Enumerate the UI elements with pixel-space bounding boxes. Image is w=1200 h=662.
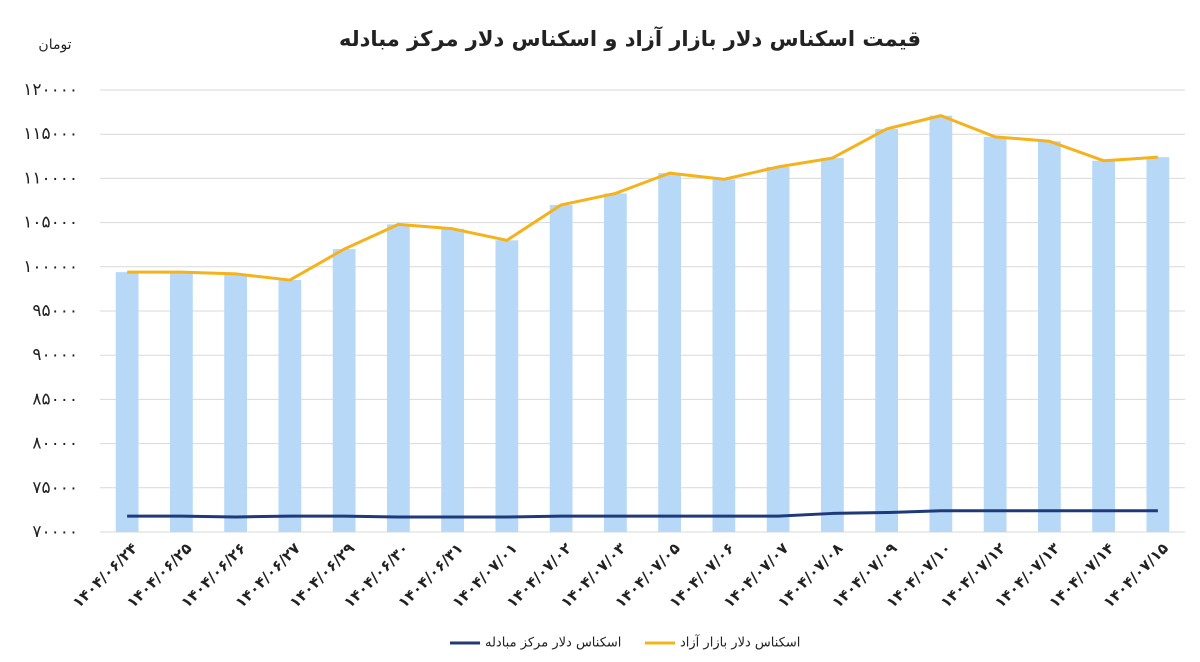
y-tick-label: ۱۰۵۰۰۰ — [23, 213, 78, 233]
line-series — [127, 114, 1158, 282]
bar — [332, 249, 356, 532]
chart-title: قیمت اسکناس دلار بازار آزاد و اسکناس دلا… — [339, 26, 921, 51]
y-tick-label: ۷۰۰۰۰ — [32, 522, 78, 542]
y-tick-label: ۱۱۰۰۰۰ — [23, 168, 78, 188]
legend-label: اسکناس دلار مرکز مبادله — [485, 636, 621, 651]
bar — [495, 240, 519, 532]
y-tick-label: ۱۲۰۰۰۰ — [23, 80, 78, 100]
bar — [224, 273, 248, 532]
y-unit: تومان — [38, 37, 71, 53]
bar — [875, 128, 899, 532]
y-tick-label: ۸۵۰۰۰ — [32, 389, 78, 409]
bar — [441, 228, 465, 532]
bar — [820, 158, 844, 532]
bar — [929, 115, 953, 533]
bar — [712, 179, 736, 532]
bar — [115, 272, 139, 532]
bar — [386, 224, 410, 533]
y-tick-label: ۹۵۰۰۰ — [32, 301, 78, 321]
y-tick-label: ۹۰۰۰۰ — [32, 345, 78, 365]
y-tick-label: ۱۰۰۰۰۰ — [23, 257, 78, 277]
bar — [766, 166, 790, 532]
y-tick-label: ۱۱۵۰۰۰ — [23, 124, 78, 144]
y-tick-label: ۸۰۰۰۰ — [32, 434, 78, 454]
bar — [658, 173, 682, 532]
bar — [1146, 157, 1170, 532]
legend-label: اسکناس دلار بازار آزاد — [680, 634, 800, 651]
bar — [983, 136, 1007, 533]
bar — [603, 193, 627, 533]
bar — [169, 272, 193, 532]
line-series — [127, 509, 1158, 519]
bar — [549, 204, 573, 533]
bar — [1092, 160, 1116, 532]
bar — [278, 280, 302, 532]
y-tick-label: ۷۵۰۰۰ — [32, 478, 78, 498]
bar — [1037, 141, 1061, 532]
